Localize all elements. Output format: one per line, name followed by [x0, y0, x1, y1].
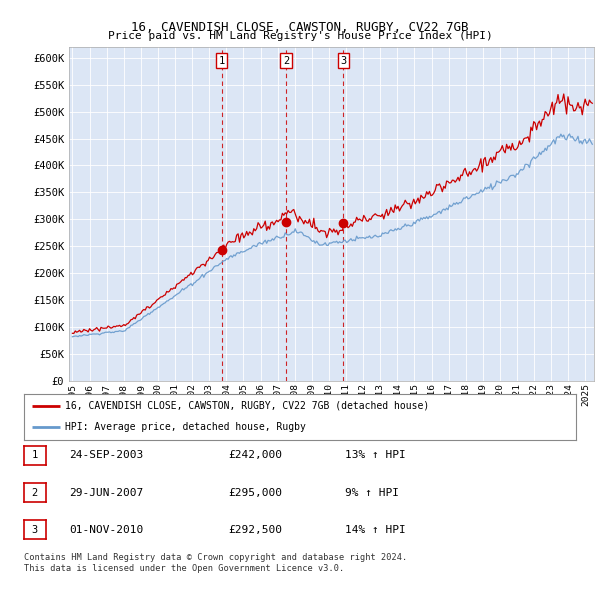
Text: 9% ↑ HPI: 9% ↑ HPI — [345, 488, 399, 497]
Text: 2: 2 — [283, 55, 289, 65]
Text: 13% ↑ HPI: 13% ↑ HPI — [345, 451, 406, 460]
Text: Price paid vs. HM Land Registry's House Price Index (HPI): Price paid vs. HM Land Registry's House … — [107, 31, 493, 41]
Text: £242,000: £242,000 — [228, 451, 282, 460]
Text: HPI: Average price, detached house, Rugby: HPI: Average price, detached house, Rugb… — [65, 422, 306, 432]
Text: 29-JUN-2007: 29-JUN-2007 — [69, 488, 143, 497]
Text: 16, CAVENDISH CLOSE, CAWSTON, RUGBY, CV22 7GB (detached house): 16, CAVENDISH CLOSE, CAWSTON, RUGBY, CV2… — [65, 401, 430, 411]
Text: 14% ↑ HPI: 14% ↑ HPI — [345, 525, 406, 535]
Text: 2: 2 — [32, 488, 38, 497]
Text: £292,500: £292,500 — [228, 525, 282, 535]
Text: 3: 3 — [32, 525, 38, 535]
Text: 3: 3 — [340, 55, 346, 65]
Text: 01-NOV-2010: 01-NOV-2010 — [69, 525, 143, 535]
Text: 24-SEP-2003: 24-SEP-2003 — [69, 451, 143, 460]
Text: £295,000: £295,000 — [228, 488, 282, 497]
Text: 1: 1 — [218, 55, 225, 65]
Text: Contains HM Land Registry data © Crown copyright and database right 2024.
This d: Contains HM Land Registry data © Crown c… — [24, 553, 407, 573]
Text: 1: 1 — [32, 451, 38, 460]
Text: 16, CAVENDISH CLOSE, CAWSTON, RUGBY, CV22 7GB: 16, CAVENDISH CLOSE, CAWSTON, RUGBY, CV2… — [131, 21, 469, 34]
